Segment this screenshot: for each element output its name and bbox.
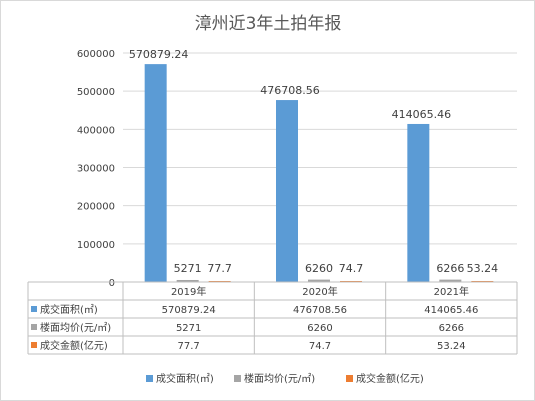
table-cell: 6260 — [307, 323, 332, 334]
y-tick-label: 200000 — [77, 202, 115, 213]
table-cell: 570879.24 — [162, 305, 216, 316]
table-cell: 476708.56 — [293, 305, 347, 316]
table-cell: 74.7 — [309, 341, 331, 352]
bar — [276, 100, 298, 282]
category-label: 2019年 — [171, 285, 206, 298]
table-cell: 5271 — [176, 323, 201, 334]
data-label: 74.7 — [339, 262, 364, 275]
series-row-label: 成交金额(亿元) — [40, 339, 108, 352]
category-label: 2020年 — [302, 285, 337, 298]
data-label: 570879.24 — [129, 48, 189, 61]
bar — [407, 123, 430, 282]
y-axis: 0 100000 200000 300000 400000 500000 600000 — [77, 49, 115, 289]
data-label: 6266 — [436, 262, 464, 275]
bar — [439, 279, 462, 282]
bar — [308, 279, 330, 282]
data-label: 414065.46 — [392, 108, 452, 121]
y-tick-label: 0 — [109, 278, 115, 289]
y-tick-label: 600000 — [77, 49, 115, 60]
legend-label: 楼面均价(元/㎡) — [244, 372, 315, 385]
table-cell: 77.7 — [178, 341, 200, 352]
data-label: 6260 — [305, 262, 333, 275]
category-label: 2021年 — [434, 285, 469, 298]
legend-label: 成交金额(亿元) — [356, 372, 424, 385]
data-labels: 570879.24 476708.56 414065.46 5271 6260 6266 7… — [129, 48, 498, 275]
legend: 成交面积(㎡) 楼面均价(元/㎡) 成交金额(亿元) — [146, 372, 424, 385]
y-tick-label: 300000 — [77, 164, 115, 175]
series-row-label: 成交面积(㎡) — [40, 303, 98, 316]
legend-swatch — [146, 375, 153, 382]
series-row-label: 楼面均价(元/㎡) — [40, 321, 111, 334]
data-label: 476708.56 — [260, 84, 320, 97]
legend-swatch — [346, 375, 353, 382]
series-key — [31, 306, 37, 312]
data-label: 53.24 — [467, 262, 499, 275]
gridlines — [123, 52, 517, 283]
series-key — [31, 342, 37, 348]
bar — [144, 64, 167, 282]
legend-label: 成交面积(㎡) — [156, 372, 214, 385]
bar — [176, 279, 199, 282]
table-cell: 414065.46 — [424, 305, 478, 316]
table-cell: 53.24 — [437, 341, 466, 352]
series-key — [31, 324, 37, 330]
y-tick-label: 400000 — [77, 125, 115, 136]
legend-swatch — [234, 375, 241, 382]
chart-title: 漳州近3年土拍年报 — [195, 14, 342, 34]
table-cell: 6266 — [439, 323, 464, 334]
y-tick-label: 100000 — [77, 240, 115, 251]
data-label: 5271 — [174, 262, 202, 275]
y-tick-label: 500000 — [77, 87, 115, 98]
data-label: 77.7 — [207, 262, 232, 275]
